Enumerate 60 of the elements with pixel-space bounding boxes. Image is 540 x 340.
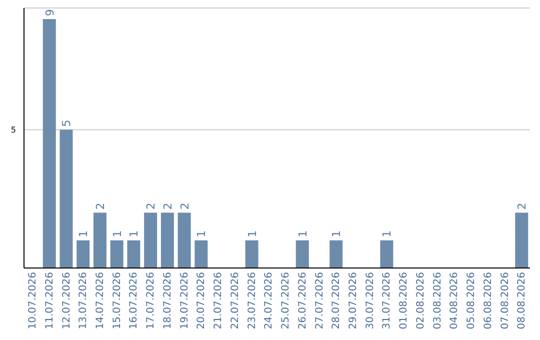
bar xyxy=(93,212,106,268)
x-tick-label: 06.08.2026 xyxy=(482,272,494,330)
bar xyxy=(380,240,394,268)
bar xyxy=(178,212,191,268)
x-tick-label: 14.07.2026 xyxy=(95,272,106,330)
bar xyxy=(42,19,56,268)
data-label: 1 xyxy=(128,230,141,238)
bar xyxy=(296,240,309,268)
data-label: 1 xyxy=(77,230,90,238)
bar xyxy=(515,212,528,268)
x-tick-label: 02.08.2026 xyxy=(415,272,426,330)
bar xyxy=(60,130,73,268)
x-tick-label: 17.07.2026 xyxy=(146,272,157,330)
x-tick-label: 31.07.2026 xyxy=(382,272,393,330)
x-tick-label: 27.07.2026 xyxy=(314,272,326,330)
x-tick-label: 24.07.2026 xyxy=(264,272,275,330)
x-tick-label: 26.07.2026 xyxy=(297,272,308,330)
x-tick-label: 07.08.2026 xyxy=(500,272,511,330)
data-label: 2 xyxy=(161,202,174,210)
x-tick-label: 21.07.2026 xyxy=(213,272,224,330)
x-tick-label: 13.07.2026 xyxy=(78,272,90,330)
x-tick-label: 16.07.2026 xyxy=(128,272,140,330)
x-tick-label: 22.07.2026 xyxy=(230,272,241,330)
data-label: 2 xyxy=(516,202,529,210)
x-tick-label: 11.07.2026 xyxy=(44,272,56,330)
data-label: 1 xyxy=(296,230,310,238)
data-label: 1 xyxy=(195,230,208,238)
x-tick-label: 05.08.2026 xyxy=(466,272,478,330)
x-tick-label: 18.07.2026 xyxy=(162,272,174,330)
bar xyxy=(76,240,90,268)
x-tick-label: 30.07.2026 xyxy=(364,272,376,330)
bar xyxy=(245,240,258,268)
bar xyxy=(160,212,174,268)
bar xyxy=(127,240,140,268)
data-label: 2 xyxy=(144,202,158,210)
data-label: 1 xyxy=(246,230,259,238)
bar xyxy=(110,240,124,268)
bar xyxy=(194,240,208,268)
x-tick-label: 04.08.2026 xyxy=(449,272,460,330)
x-tick-label: 01.08.2026 xyxy=(398,272,410,330)
x-tick-label: 10.07.2026 xyxy=(28,272,39,330)
data-label: 2 xyxy=(178,202,192,210)
data-label: 9 xyxy=(43,9,56,16)
x-tick-label: 20.07.2026 xyxy=(196,272,208,330)
x-tick-label: 12.07.2026 xyxy=(61,272,72,330)
data-label: 2 xyxy=(94,202,107,210)
bar xyxy=(144,212,158,268)
data-label: 5 xyxy=(60,120,74,127)
x-tick-label: 28.07.2026 xyxy=(331,272,342,330)
data-label: 1 xyxy=(380,230,394,238)
x-tick-label: 23.07.2026 xyxy=(246,272,258,330)
x-tick-label: 29.07.2026 xyxy=(348,272,359,330)
data-label: 1 xyxy=(110,230,124,238)
x-tick-label: 03.08.2026 xyxy=(432,272,444,330)
x-tick-label: 08.08.2026 xyxy=(516,272,528,330)
bar xyxy=(330,240,343,268)
data-label: 1 xyxy=(330,230,344,238)
x-tick-label: 25.07.2026 xyxy=(280,272,292,330)
x-tick-label: 15.07.2026 xyxy=(112,272,123,330)
x-tick-label: 19.07.2026 xyxy=(179,272,190,330)
